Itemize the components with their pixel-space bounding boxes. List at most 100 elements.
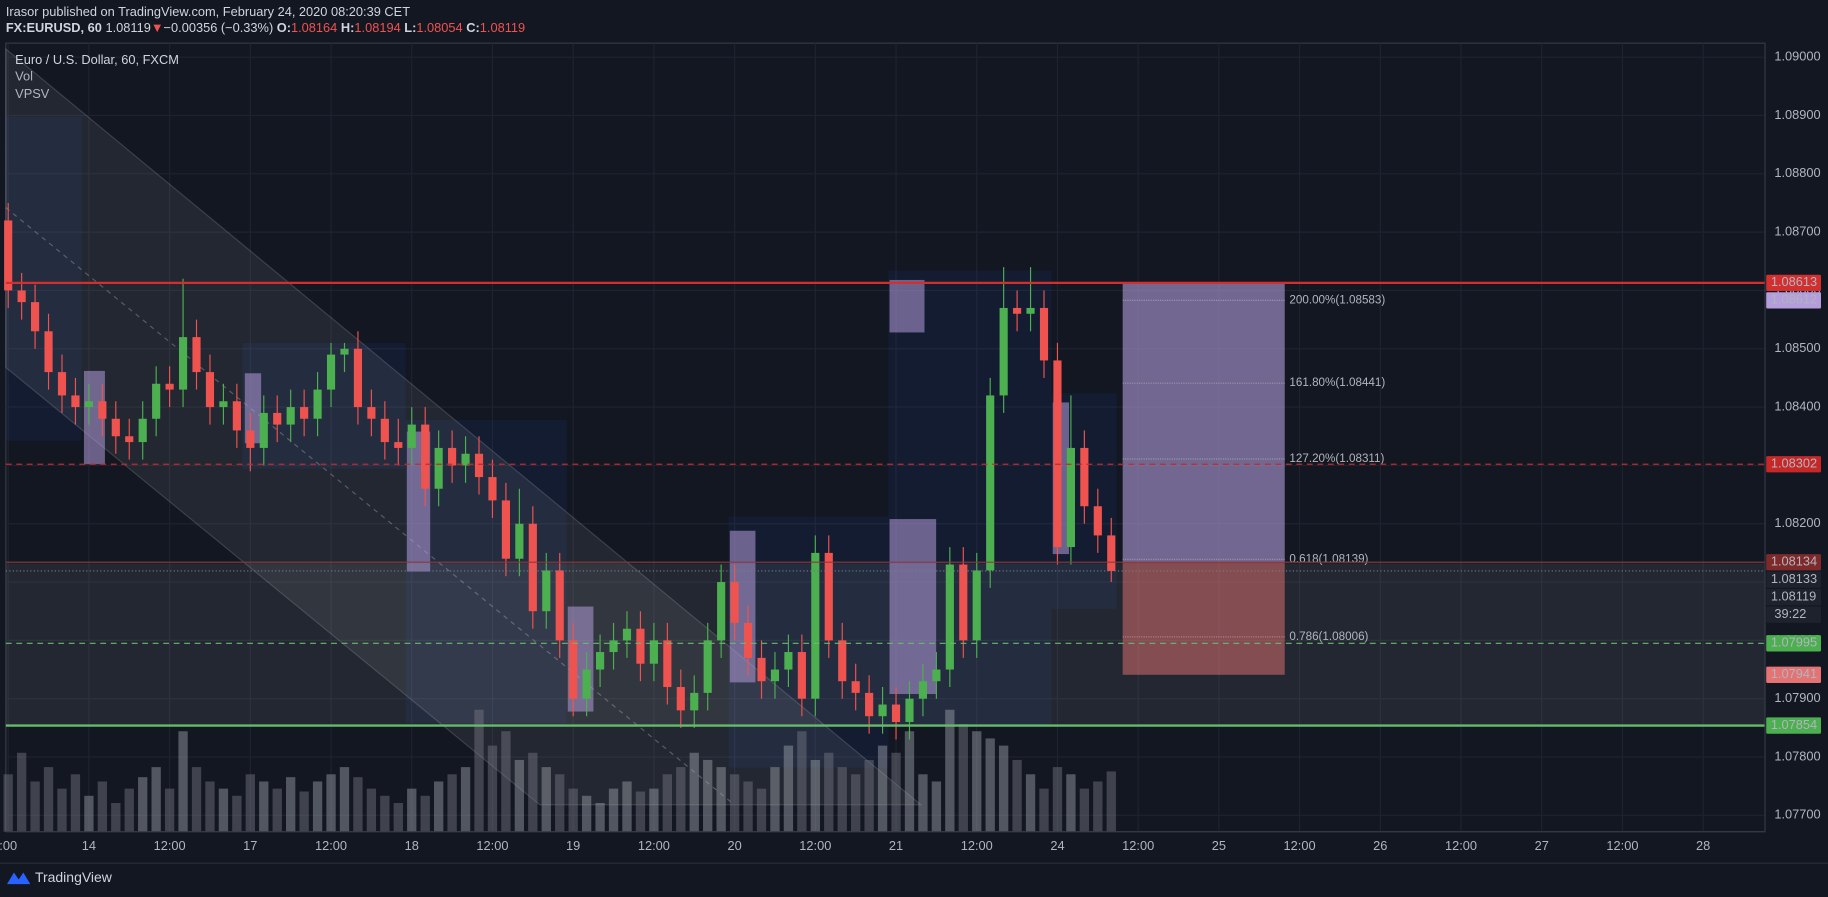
candle-body — [945, 564, 954, 670]
candle-body — [71, 395, 80, 408]
x-tick-label: 12:00 — [1284, 838, 1316, 853]
volume-bar — [568, 788, 578, 832]
volume-bar — [1025, 774, 1036, 832]
y-tick-label: 1.08500 — [1774, 340, 1820, 355]
candle-body — [273, 412, 282, 425]
candle-body — [770, 669, 780, 682]
volume-bar — [232, 795, 242, 832]
x-tick-label: 18 — [405, 838, 419, 853]
position-target-zone — [1122, 282, 1285, 563]
price-label: 1.07941 — [1771, 666, 1817, 681]
symbol-line: FX:EURUSD, 60 1.08119▼−0.00356 (−0.33%) … — [6, 21, 525, 36]
x-tick-label: 27 — [1535, 838, 1549, 853]
candle-body — [1107, 535, 1116, 571]
price-label: 1.08612 — [1771, 292, 1817, 307]
candle-body — [394, 442, 403, 448]
ohlc-key: C: — [466, 21, 480, 36]
candle-body — [515, 523, 524, 559]
volume-bar — [1106, 771, 1116, 832]
volume-bar — [528, 752, 538, 832]
volume-bar — [622, 781, 632, 832]
volume-bar — [1093, 781, 1103, 832]
drawings — [5, 47, 1766, 806]
chart-title: Euro / U.S. Dollar, 60, FXCM — [15, 52, 179, 67]
ohlc-key: O: — [277, 21, 291, 36]
candle-body — [125, 436, 134, 443]
candle-body — [17, 290, 26, 303]
candle-body — [57, 372, 67, 396]
candle-body — [1053, 360, 1062, 548]
candle-body — [743, 622, 753, 658]
price-label-box — [1766, 666, 1822, 683]
volume-bar — [945, 709, 955, 832]
price-axis — [1765, 43, 1828, 832]
candle-body — [824, 552, 833, 641]
price-label: 1.08302 — [1771, 456, 1817, 471]
plot-area — [5, 42, 1766, 833]
candle-body — [851, 681, 860, 693]
candle-body — [448, 447, 457, 466]
volume-bar — [138, 777, 148, 832]
candle-body — [582, 669, 591, 699]
volume-bar — [420, 795, 430, 832]
volume-bar — [407, 788, 417, 832]
price-label: 1.07854 — [1771, 717, 1817, 732]
volume-bar — [837, 767, 847, 832]
position-stop-zone — [1122, 562, 1285, 675]
volume-bar — [649, 788, 659, 832]
volume-bar — [339, 767, 350, 832]
x-tick-label: :00 — [0, 838, 17, 853]
y-tick-label: 1.09000 — [1774, 49, 1820, 64]
candle-body — [84, 401, 93, 408]
volume-bar — [1012, 759, 1022, 832]
countdown-box — [1766, 606, 1822, 623]
volume-bar — [97, 781, 108, 832]
volume-bar — [783, 745, 794, 832]
candle-body — [380, 418, 389, 443]
candle-body — [905, 698, 914, 723]
x-tick-label: 28 — [1696, 838, 1710, 853]
fib-label: 0.618(1.08139) — [1289, 552, 1368, 565]
candle-body — [918, 681, 928, 699]
volume-bar — [608, 788, 619, 832]
y-tick-label: 1.08700 — [1774, 224, 1820, 239]
candle-body — [811, 552, 820, 699]
volume-bar — [703, 759, 713, 832]
price-label: 1.08134 — [1771, 554, 1817, 569]
session-box — [242, 342, 406, 469]
volume-bar — [16, 752, 27, 832]
candle-body — [192, 337, 201, 373]
candle-body — [421, 424, 430, 489]
volume-bar — [460, 767, 471, 832]
x-tick-label: 20 — [727, 838, 741, 853]
x-tick-label: 26 — [1373, 838, 1387, 853]
candle-body — [717, 582, 726, 641]
y-tick-label: 1.07800 — [1774, 748, 1820, 763]
candle-body — [999, 307, 1008, 396]
volume-bar — [541, 767, 551, 832]
volume-bar — [877, 745, 888, 832]
volume-bar — [972, 731, 982, 832]
candle-body — [784, 652, 793, 670]
candle-body — [286, 407, 295, 425]
y-tick-label: 1.07700 — [1774, 807, 1820, 822]
volume-bar — [662, 774, 673, 832]
candle-body — [555, 570, 564, 641]
price-label: 1.08133 — [1771, 571, 1817, 586]
price-label-box — [1766, 635, 1822, 652]
volume-bar — [501, 731, 511, 832]
volume-bar — [958, 724, 968, 832]
brand: TradingView — [35, 869, 113, 885]
volume-bar — [770, 767, 780, 832]
fib-label: 127.20%(1.08311) — [1289, 452, 1384, 465]
volume-bar — [70, 774, 81, 832]
x-tick-label: 17 — [243, 838, 257, 853]
candle-body — [4, 220, 13, 291]
price-label-box — [1766, 589, 1822, 606]
candle-body — [259, 412, 268, 448]
volume-bar — [581, 795, 592, 832]
ohlc-key: L: — [404, 21, 416, 36]
candle-body — [340, 348, 349, 355]
volume-bar — [218, 788, 229, 832]
